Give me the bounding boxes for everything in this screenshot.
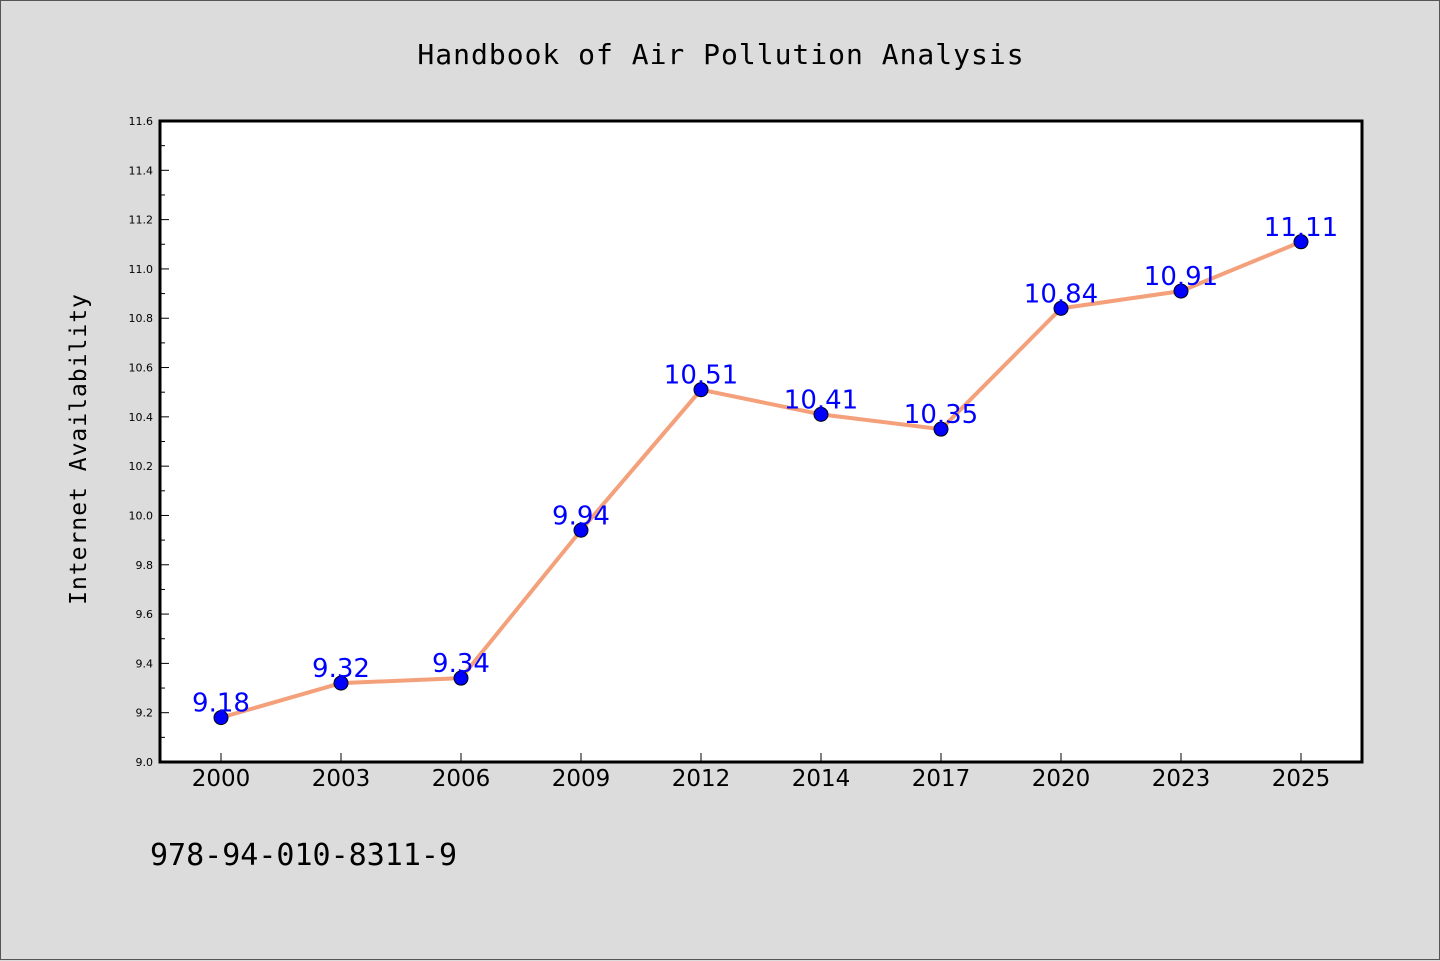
- y-tick-label: 11.2: [129, 214, 154, 227]
- x-tick-label: 2003: [312, 766, 371, 792]
- y-tick-label: 11.6: [129, 115, 154, 128]
- data-point: [933, 421, 949, 437]
- data-label: 9.94: [552, 501, 610, 531]
- y-tick-label: 9.4: [136, 657, 154, 670]
- data-point: [1053, 300, 1069, 316]
- x-tick-label: 2009: [552, 766, 611, 792]
- y-tick-label: 10.6: [129, 362, 154, 375]
- y-tick-label: 11.4: [129, 164, 154, 177]
- y-tick-label: 9.8: [136, 559, 154, 572]
- data-point: [453, 670, 469, 686]
- data-label: 9.18: [192, 689, 250, 719]
- x-tick-label: 2006: [432, 766, 491, 792]
- y-axis-ticks: 9.0 9.2 9.4 9.6 9.8 10.0 10.2 10.4 10.6 10.8 11.0 1…: [129, 115, 169, 769]
- data-point: [693, 382, 709, 398]
- y-tick-label: 9.0: [136, 756, 154, 769]
- y-tick-label: 9.6: [136, 608, 154, 621]
- y-tick-label: 9.2: [136, 707, 154, 720]
- data-point: [333, 675, 349, 691]
- y-tick-label: 10.0: [129, 509, 154, 522]
- y-tick-label: 10.4: [129, 411, 154, 424]
- x-tick-label: 2012: [672, 766, 731, 792]
- plot-area: [158, 119, 1364, 764]
- data-label: 11.11: [1264, 213, 1338, 243]
- data-label: 10.51: [664, 361, 738, 391]
- y-axis-label: Internet Availability: [66, 293, 92, 605]
- chart-title: Handbook of Air Pollution Analysis: [417, 38, 1024, 71]
- data-point: [1293, 234, 1309, 250]
- data-label: 10.84: [1024, 279, 1098, 309]
- x-tick-label: 2023: [1152, 766, 1211, 792]
- data-point: [813, 406, 829, 422]
- footer-code: 978-94-010-8311-9: [150, 838, 457, 873]
- data-point: [573, 522, 589, 538]
- data-label: 9.34: [432, 649, 490, 679]
- x-tick-label: 2025: [1272, 766, 1331, 792]
- x-tick-label: 2020: [1032, 766, 1091, 792]
- series-layer: 9.18 9.32 9.34 9.94 10.51 10.41 10.35 10.84 10.9…: [192, 213, 1338, 726]
- data-label: 10.91: [1144, 262, 1218, 292]
- data-point: [213, 710, 229, 726]
- data-label: 10.41: [784, 385, 858, 415]
- y-tick-label: 10.8: [129, 312, 154, 325]
- x-tick-label: 2017: [912, 766, 971, 792]
- x-axis-ticks: 2000 2003 2006 2009 2012 2014 2017 2020 2023 2025: [192, 753, 1331, 792]
- y-tick-label: 11.0: [129, 263, 154, 276]
- data-label: 10.35: [904, 400, 978, 430]
- data-label: 9.32: [312, 654, 370, 684]
- data-point: [1173, 283, 1189, 299]
- x-tick-label: 2000: [192, 766, 251, 792]
- series-line: [219, 239, 1303, 720]
- x-tick-label: 2014: [792, 766, 851, 792]
- y-tick-label: 10.2: [129, 460, 154, 473]
